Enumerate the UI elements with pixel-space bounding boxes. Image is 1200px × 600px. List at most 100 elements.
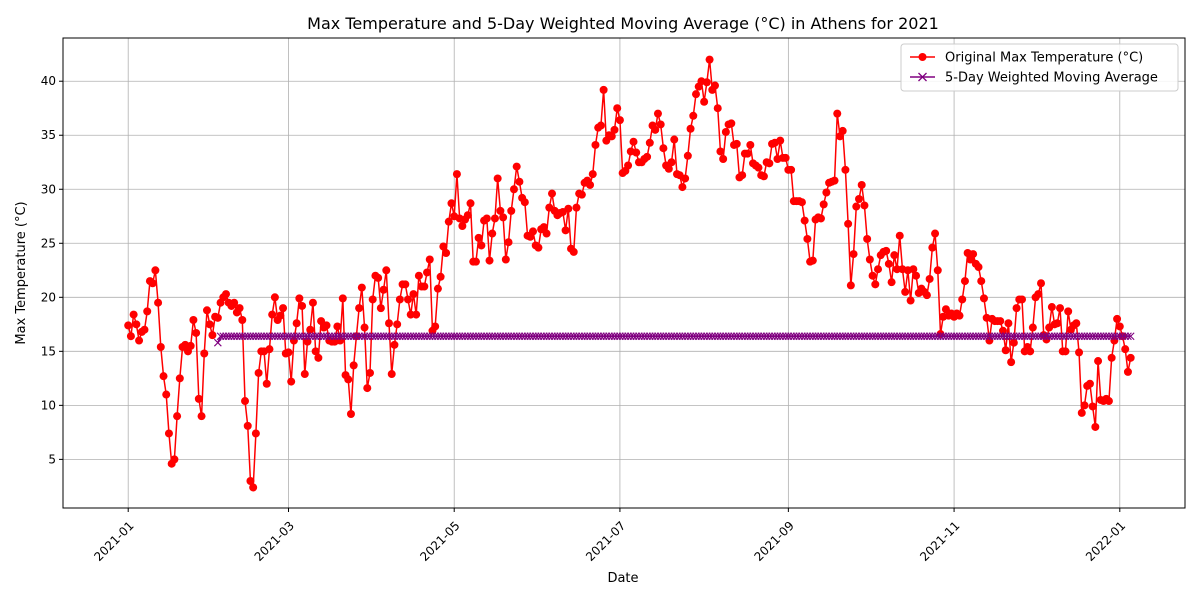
data-point-original bbox=[374, 273, 383, 282]
data-point-original bbox=[140, 325, 149, 334]
data-point-original bbox=[933, 266, 942, 275]
data-point-original bbox=[189, 316, 198, 324]
data-point-original bbox=[588, 170, 597, 179]
data-point-wma bbox=[1124, 332, 1132, 341]
data-point-original bbox=[781, 153, 790, 162]
data-point-original bbox=[333, 322, 342, 331]
data-point-original bbox=[159, 372, 168, 381]
data-point-original bbox=[808, 256, 817, 265]
data-point-original bbox=[629, 137, 638, 146]
data-point-original bbox=[754, 163, 763, 172]
data-point-original bbox=[477, 241, 486, 250]
data-point-original bbox=[787, 165, 796, 174]
data-point-original bbox=[148, 279, 157, 288]
y-tick-label: 40 bbox=[41, 74, 56, 88]
data-point-original bbox=[336, 336, 345, 345]
legend-marker-wma bbox=[918, 72, 927, 82]
data-point-original bbox=[713, 104, 722, 113]
data-point-original bbox=[664, 164, 673, 173]
data-point-original bbox=[382, 266, 391, 275]
data-point-original bbox=[249, 483, 258, 492]
x-tick-label: 2021-07 bbox=[583, 519, 628, 564]
data-point-original bbox=[423, 268, 432, 277]
data-point-original bbox=[667, 158, 676, 167]
data-point-original bbox=[365, 368, 374, 377]
data-point-original bbox=[349, 361, 358, 370]
data-point-original bbox=[338, 294, 347, 303]
data-point-original bbox=[1075, 348, 1084, 357]
data-point-original bbox=[586, 180, 595, 189]
data-point-original bbox=[268, 310, 277, 319]
data-point-original bbox=[931, 229, 940, 238]
data-point-original bbox=[613, 104, 622, 113]
data-point-original bbox=[1004, 319, 1013, 328]
data-point-original bbox=[164, 429, 173, 438]
data-point-original bbox=[287, 377, 296, 386]
data-point-original bbox=[414, 271, 423, 280]
y-tick-label: 5 bbox=[48, 452, 56, 466]
data-point-original bbox=[928, 243, 937, 252]
data-point-original bbox=[534, 243, 543, 252]
data-point-original bbox=[922, 291, 931, 300]
data-point-original bbox=[1037, 279, 1046, 288]
data-point-original bbox=[262, 379, 271, 388]
data-point-original bbox=[254, 368, 263, 377]
data-point-original bbox=[678, 183, 687, 192]
data-point-original bbox=[447, 199, 456, 208]
data-point-original bbox=[849, 250, 858, 259]
y-tick-label: 25 bbox=[41, 236, 56, 250]
legend-marker-original bbox=[918, 53, 927, 61]
data-point-original bbox=[357, 283, 366, 292]
data-point-original bbox=[170, 455, 179, 464]
data-point-original bbox=[651, 125, 660, 134]
data-point-original bbox=[401, 280, 410, 289]
data-point-original bbox=[501, 255, 510, 264]
data-point-original bbox=[458, 222, 467, 230]
x-axis-label: Date bbox=[607, 571, 638, 586]
data-point-original bbox=[409, 290, 418, 299]
data-point-original bbox=[607, 132, 616, 141]
data-point-original bbox=[599, 85, 608, 94]
data-point-original bbox=[958, 295, 967, 304]
data-point-original bbox=[1028, 323, 1037, 332]
data-point-original bbox=[1088, 402, 1097, 411]
x-tick-label: 2021-11 bbox=[917, 519, 962, 564]
data-point-original bbox=[1001, 346, 1010, 355]
data-point-original bbox=[317, 317, 326, 326]
series-wma-markers bbox=[213, 332, 1135, 347]
data-point-original bbox=[1126, 353, 1135, 362]
data-point-original bbox=[222, 290, 230, 299]
data-point-original bbox=[279, 304, 288, 313]
data-point-original bbox=[912, 271, 921, 280]
data-point-original bbox=[202, 306, 211, 315]
data-point-original bbox=[368, 295, 377, 304]
data-point-original bbox=[882, 246, 891, 255]
data-point-original bbox=[156, 343, 165, 352]
data-point-original bbox=[759, 172, 768, 181]
data-point-original bbox=[1034, 290, 1043, 299]
data-point-wma bbox=[1126, 332, 1135, 341]
data-point-original bbox=[572, 203, 581, 212]
data-point-original bbox=[509, 185, 518, 194]
data-point-original bbox=[1026, 347, 1035, 356]
data-point-original bbox=[738, 171, 747, 180]
data-point-original bbox=[846, 281, 855, 290]
data-point-original bbox=[656, 120, 665, 129]
data-point-original bbox=[721, 128, 730, 136]
x-tick-label: 2021-05 bbox=[417, 519, 462, 564]
data-point-original bbox=[548, 189, 557, 198]
x-tick-label: 2021-03 bbox=[252, 519, 297, 564]
data-point-original bbox=[314, 353, 323, 362]
data-point-original bbox=[246, 476, 255, 485]
y-tick-label: 10 bbox=[41, 398, 56, 412]
x-tick-label: 2021-09 bbox=[751, 519, 796, 564]
data-point-original bbox=[615, 116, 624, 125]
data-point-original bbox=[395, 295, 404, 304]
data-point-original bbox=[276, 311, 285, 320]
data-point-original bbox=[1009, 338, 1018, 347]
data-point-original bbox=[871, 280, 880, 289]
data-point-original bbox=[691, 90, 700, 99]
data-point-original bbox=[376, 304, 385, 313]
data-point-original bbox=[681, 174, 690, 183]
data-point-original bbox=[1113, 314, 1122, 323]
